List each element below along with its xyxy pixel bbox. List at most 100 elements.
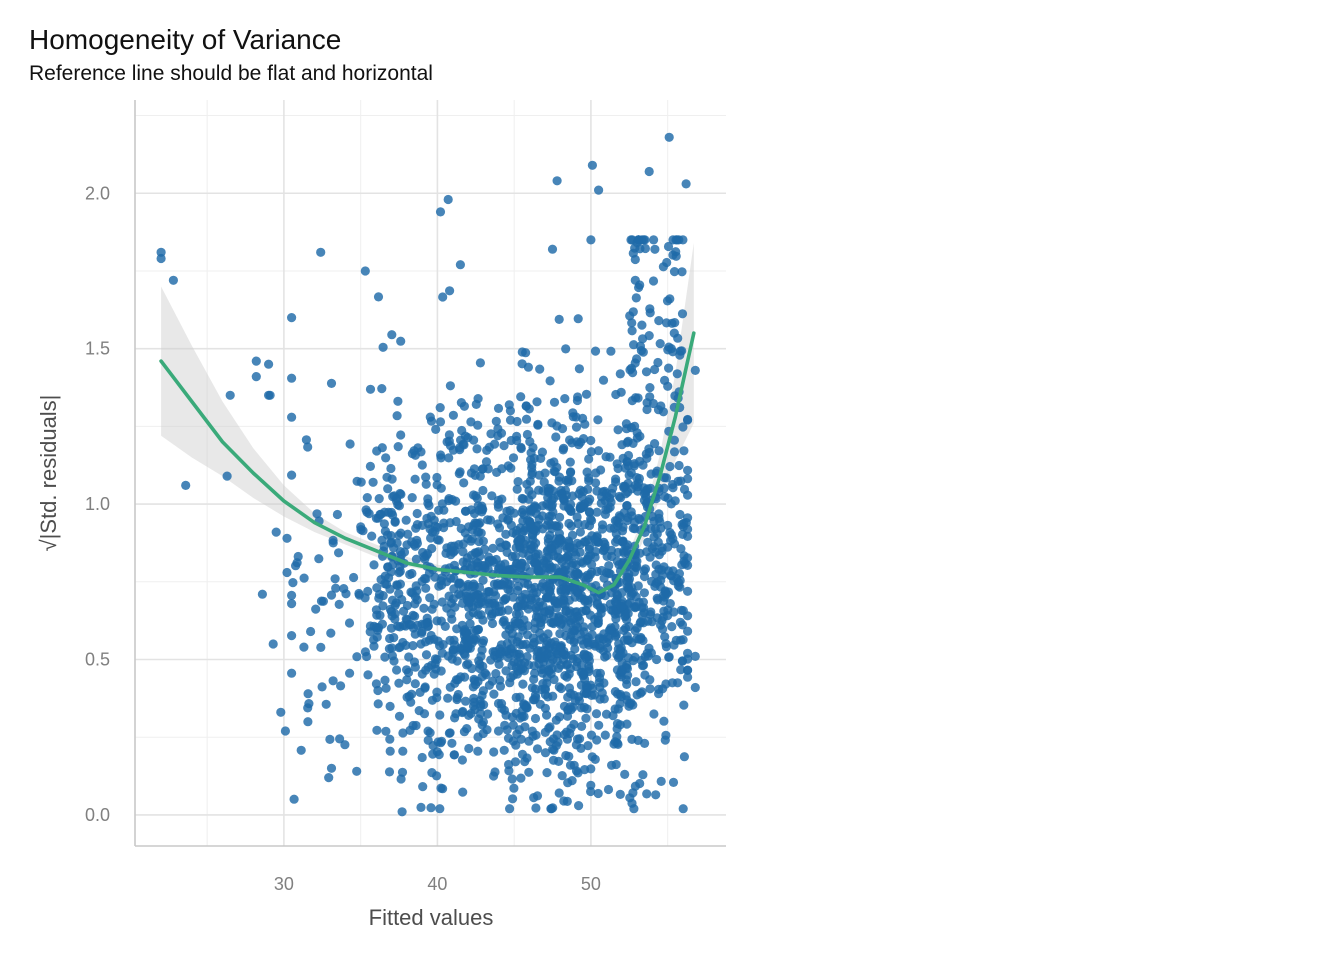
data-point [622, 719, 632, 729]
data-point [544, 488, 554, 498]
data-point [659, 562, 669, 572]
data-point [356, 525, 366, 535]
data-point [374, 494, 384, 504]
data-point [521, 414, 532, 424]
data-point [593, 618, 603, 628]
data-point [387, 330, 397, 340]
data-point [566, 650, 576, 660]
data-point [530, 713, 541, 724]
data-point [656, 401, 666, 411]
data-point [377, 384, 387, 394]
data-point [577, 660, 587, 671]
data-point [287, 590, 297, 601]
data-point [580, 499, 590, 509]
data-point [453, 675, 463, 685]
data-point [472, 493, 482, 503]
data-point [592, 599, 602, 610]
data-point [600, 509, 611, 519]
data-point [553, 552, 563, 563]
data-point [539, 477, 549, 487]
data-point [287, 412, 297, 422]
data-point [473, 624, 483, 634]
data-point [639, 608, 649, 618]
data-point [303, 689, 313, 699]
data-point [586, 435, 596, 446]
data-point [306, 626, 316, 637]
data-point [524, 486, 534, 496]
data-point [636, 688, 646, 698]
data-point [440, 621, 450, 632]
data-point [661, 473, 672, 483]
data-point [428, 741, 438, 751]
data-point [629, 459, 640, 469]
data-point [674, 460, 684, 471]
data-point [566, 506, 576, 516]
data-point [552, 656, 562, 666]
x-tick-label: 30 [274, 874, 294, 894]
data-point [645, 383, 655, 393]
data-point [384, 644, 394, 654]
data-point [629, 340, 639, 350]
data-point [510, 757, 521, 767]
data-point [435, 710, 445, 720]
data-point [381, 453, 391, 463]
data-point [257, 589, 267, 599]
data-point [497, 464, 507, 474]
data-point [578, 434, 589, 444]
data-point [540, 748, 551, 758]
data-point [459, 478, 469, 488]
data-point [656, 776, 666, 787]
data-point [287, 631, 297, 641]
data-point [316, 247, 326, 257]
data-point [478, 728, 488, 739]
data-point [647, 544, 657, 554]
data-point [410, 662, 420, 672]
data-point [449, 635, 459, 645]
data-point [638, 661, 648, 671]
data-points [156, 132, 700, 817]
data-point [679, 700, 689, 710]
data-point [435, 641, 445, 651]
data-point [490, 607, 500, 617]
data-point [156, 253, 166, 264]
data-point [532, 744, 543, 754]
data-point [635, 244, 645, 254]
data-point [594, 185, 604, 195]
data-point [483, 709, 493, 719]
data-point [659, 716, 669, 726]
data-point [624, 574, 635, 584]
data-point [469, 579, 479, 589]
data-point [587, 560, 597, 570]
data-point [386, 606, 396, 617]
data-point [385, 701, 395, 712]
data-point [635, 431, 645, 441]
data-point [293, 551, 303, 562]
data-point [678, 635, 688, 645]
data-point [623, 450, 634, 461]
data-point [664, 132, 674, 142]
data-point [434, 535, 444, 545]
data-point [593, 788, 603, 799]
data-point [427, 695, 437, 705]
data-point [445, 728, 455, 738]
data-point [417, 628, 427, 638]
data-point [511, 740, 521, 750]
data-point [525, 437, 535, 447]
data-point [683, 531, 693, 542]
data-point [436, 666, 446, 676]
data-point [373, 685, 383, 696]
data-point [586, 730, 597, 740]
data-point [573, 314, 583, 324]
data-point [683, 586, 693, 596]
data-point [584, 476, 594, 486]
data-point [311, 604, 321, 614]
data-point [423, 662, 433, 672]
data-point [436, 483, 446, 493]
data-point [531, 549, 541, 560]
data-point [593, 415, 603, 425]
data-point [598, 375, 609, 385]
data-point [577, 606, 587, 617]
data-point [508, 528, 518, 538]
data-point [561, 605, 571, 616]
data-point [312, 509, 322, 519]
